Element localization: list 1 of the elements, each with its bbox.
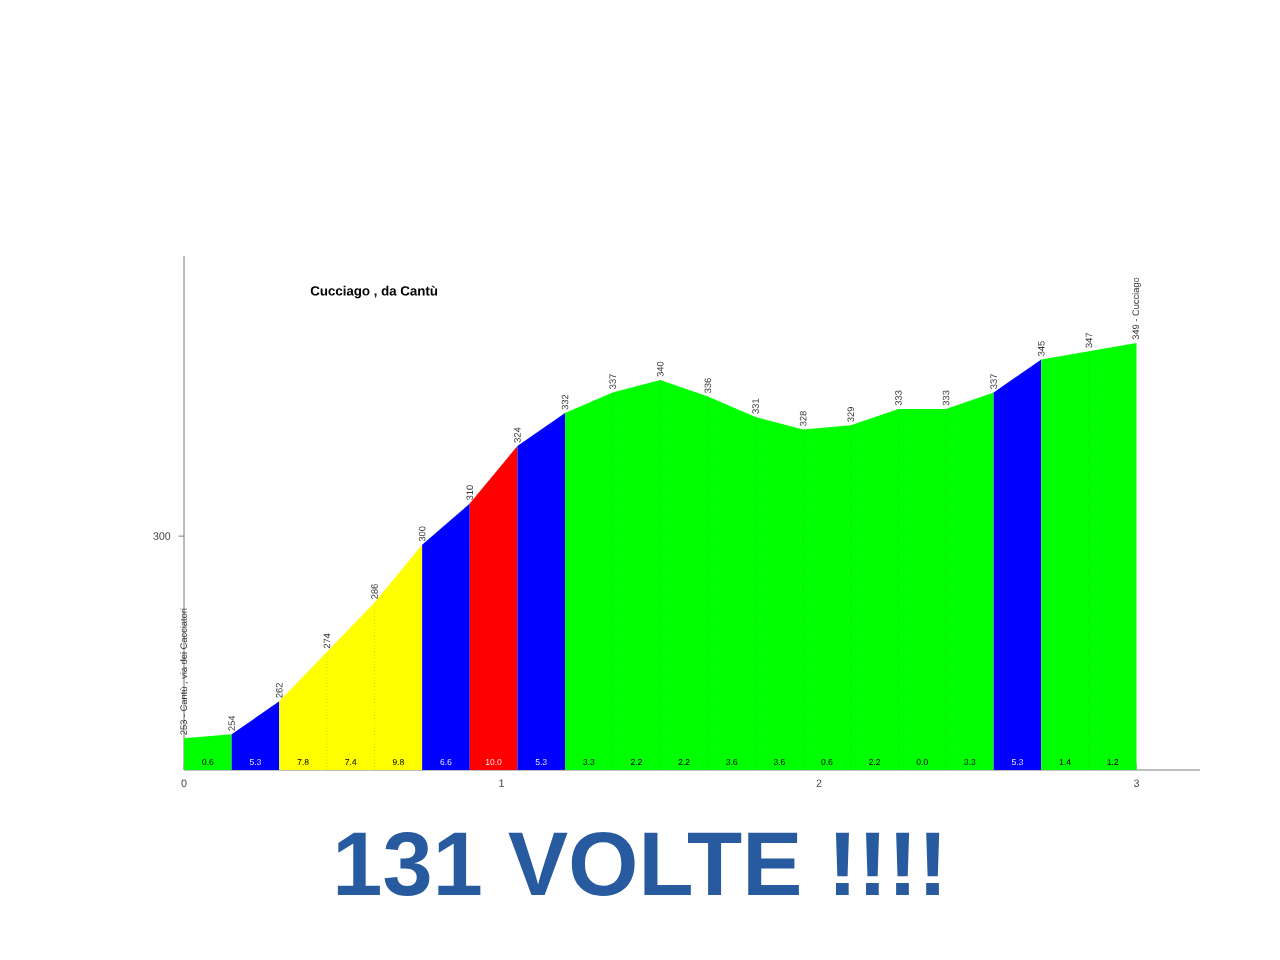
annotation: 131 VOLTE !!!! xyxy=(337,831,940,897)
